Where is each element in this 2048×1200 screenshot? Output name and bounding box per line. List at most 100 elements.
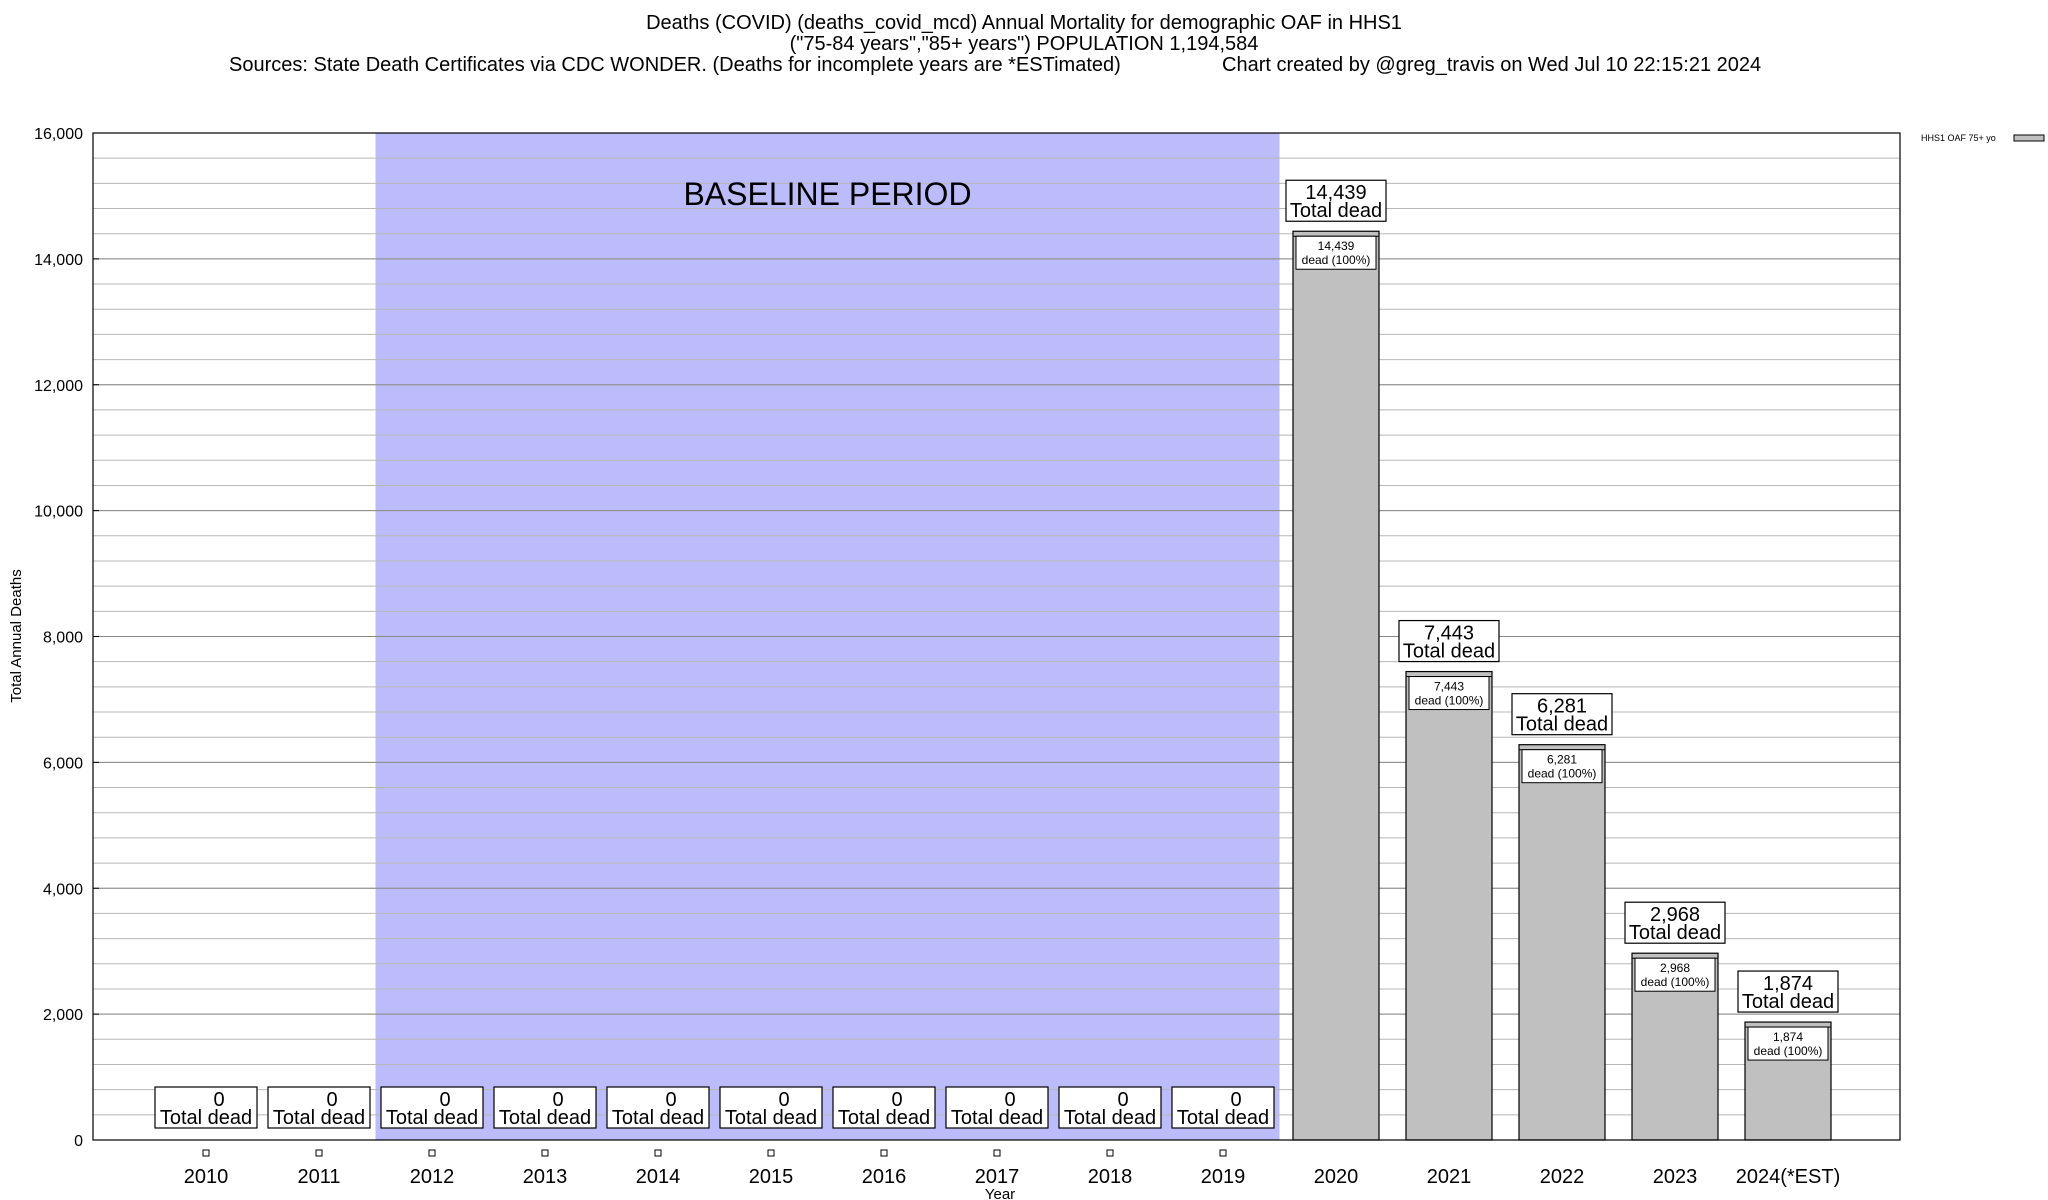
zero-marker bbox=[1106, 1149, 1114, 1157]
total-label-value: 2,968 bbox=[1650, 904, 1700, 926]
total-label-box bbox=[1058, 1086, 1162, 1129]
inner-label-suffix: dead (100%) bbox=[1641, 975, 1710, 989]
x-tick-label: 2011 bbox=[297, 1166, 340, 1188]
total-label-box bbox=[1737, 970, 1839, 1013]
total-label-box bbox=[493, 1086, 597, 1129]
inner-label-suffix: dead (100%) bbox=[1302, 253, 1371, 267]
total-label-suffix: Total dead bbox=[499, 1107, 591, 1129]
total-label-suffix: Total dead bbox=[1290, 200, 1382, 222]
y-tick-label: 14,000 bbox=[34, 252, 83, 269]
inner-label-value: 7,443 bbox=[1434, 680, 1464, 694]
total-label-suffix: Total dead bbox=[725, 1107, 817, 1129]
inner-label-box bbox=[1521, 749, 1603, 784]
y-tick-label: 0 bbox=[74, 1133, 83, 1150]
zero-marker bbox=[1219, 1149, 1227, 1157]
y-tick-label: 8,000 bbox=[43, 630, 83, 647]
x-tick-label: 2010 bbox=[184, 1166, 229, 1188]
zero-marker bbox=[993, 1149, 1001, 1157]
y-axis-label: Total Annual Deaths bbox=[8, 569, 25, 702]
x-tick-label: 2016 bbox=[862, 1166, 907, 1188]
total-label-suffix: Total dead bbox=[1629, 922, 1721, 944]
chart-title-line-2: ("75-84 years","85+ years") POPULATION 1… bbox=[789, 33, 1259, 55]
x-tick-label: 2014 bbox=[636, 1166, 681, 1188]
total-label-value: 14,439 bbox=[1305, 182, 1366, 204]
inner-label-value: 14,439 bbox=[1318, 239, 1355, 253]
total-label-suffix: Total dead bbox=[273, 1107, 365, 1129]
x-tick-label: 2012 bbox=[410, 1166, 455, 1188]
total-label-value: 6,281 bbox=[1537, 696, 1587, 718]
total-label-box bbox=[1398, 619, 1500, 663]
inner-label-suffix: dead (100%) bbox=[1528, 767, 1597, 781]
x-tick-label: 2013 bbox=[523, 1166, 568, 1188]
total-label-suffix: Total dead bbox=[386, 1107, 478, 1129]
bar bbox=[1518, 744, 1606, 1141]
y-tick-label: 16,000 bbox=[34, 126, 83, 143]
total-label-value: 1,874 bbox=[1763, 973, 1813, 995]
total-label-suffix: Total dead bbox=[1403, 641, 1495, 663]
legend-swatch bbox=[2013, 134, 2045, 142]
x-tick-label: 2021 bbox=[1427, 1166, 1472, 1188]
total-label-value: 0 bbox=[213, 1089, 224, 1111]
total-label-box bbox=[1624, 901, 1726, 944]
total-label-value: 0 bbox=[326, 1089, 337, 1111]
total-label-value: 0 bbox=[891, 1089, 902, 1111]
x-tick-label: 2015 bbox=[749, 1166, 794, 1188]
zero-marker bbox=[880, 1149, 888, 1157]
zero-marker bbox=[315, 1149, 323, 1157]
total-label-value: 0 bbox=[665, 1089, 676, 1111]
bar bbox=[1292, 230, 1380, 1141]
y-tick-label: 6,000 bbox=[43, 755, 83, 772]
chart-title-line-1: Deaths (COVID) (deaths_covid_mcd) Annual… bbox=[646, 12, 1402, 34]
total-label-suffix: Total dead bbox=[612, 1107, 704, 1129]
y-tick-label: 10,000 bbox=[34, 504, 83, 521]
x-tick-label: 2024(*EST) bbox=[1736, 1166, 1841, 1188]
total-label-suffix: Total dead bbox=[1516, 714, 1608, 736]
total-label-box bbox=[380, 1086, 484, 1129]
x-tick-label: 2022 bbox=[1540, 1166, 1585, 1188]
y-tick-label: 2,000 bbox=[43, 1007, 83, 1024]
zero-marker bbox=[202, 1149, 210, 1157]
inner-label-box bbox=[1408, 676, 1490, 711]
y-tick-label: 12,000 bbox=[34, 378, 83, 395]
total-label-suffix: Total dead bbox=[838, 1107, 930, 1129]
total-label-value: 0 bbox=[552, 1089, 563, 1111]
inner-label-value: 6,281 bbox=[1547, 753, 1577, 767]
inner-label-box bbox=[1295, 235, 1377, 270]
x-tick-label: 2018 bbox=[1088, 1166, 1133, 1188]
zero-marker bbox=[541, 1149, 549, 1157]
y-tick-label: 4,000 bbox=[43, 881, 83, 898]
total-label-box bbox=[1511, 693, 1613, 736]
x-tick-label: 2020 bbox=[1314, 1166, 1359, 1188]
total-label-box bbox=[154, 1086, 258, 1129]
legend-label: HHS1 OAF 75+ yo bbox=[1921, 133, 1996, 143]
total-label-box bbox=[945, 1086, 1049, 1129]
total-label-value: 0 bbox=[1004, 1089, 1015, 1111]
total-label-suffix: Total dead bbox=[1742, 991, 1834, 1013]
total-label-box bbox=[606, 1086, 710, 1129]
x-tick-label: 2019 bbox=[1201, 1166, 1246, 1188]
inner-label-value: 2,968 bbox=[1660, 961, 1690, 975]
inner-label-value: 1,874 bbox=[1773, 1030, 1803, 1044]
x-tick-label: 2023 bbox=[1653, 1166, 1698, 1188]
total-label-value: 7,443 bbox=[1424, 623, 1474, 645]
zero-marker bbox=[654, 1149, 662, 1157]
bar bbox=[1405, 670, 1493, 1141]
zero-marker bbox=[428, 1149, 436, 1157]
chart-credit: Chart created by @greg_travis on Wed Jul… bbox=[1222, 54, 1762, 76]
inner-label-suffix: dead (100%) bbox=[1415, 694, 1484, 708]
total-label-suffix: Total dead bbox=[1177, 1107, 1269, 1129]
total-label-box bbox=[267, 1086, 371, 1129]
total-label-value: 0 bbox=[778, 1089, 789, 1111]
total-label-value: 0 bbox=[1230, 1089, 1241, 1111]
total-label-box bbox=[832, 1086, 936, 1129]
total-label-box bbox=[719, 1086, 823, 1129]
x-tick-label: 2017 bbox=[975, 1166, 1020, 1188]
total-label-box bbox=[1285, 179, 1387, 222]
x-axis-label: Year bbox=[985, 1186, 1015, 1200]
baseline-period-label: BASELINE PERIOD bbox=[683, 176, 971, 212]
total-label-suffix: Total dead bbox=[1064, 1107, 1156, 1129]
total-label-value: 0 bbox=[439, 1089, 450, 1111]
total-label-value: 0 bbox=[1117, 1089, 1128, 1111]
total-label-suffix: Total dead bbox=[160, 1107, 252, 1129]
